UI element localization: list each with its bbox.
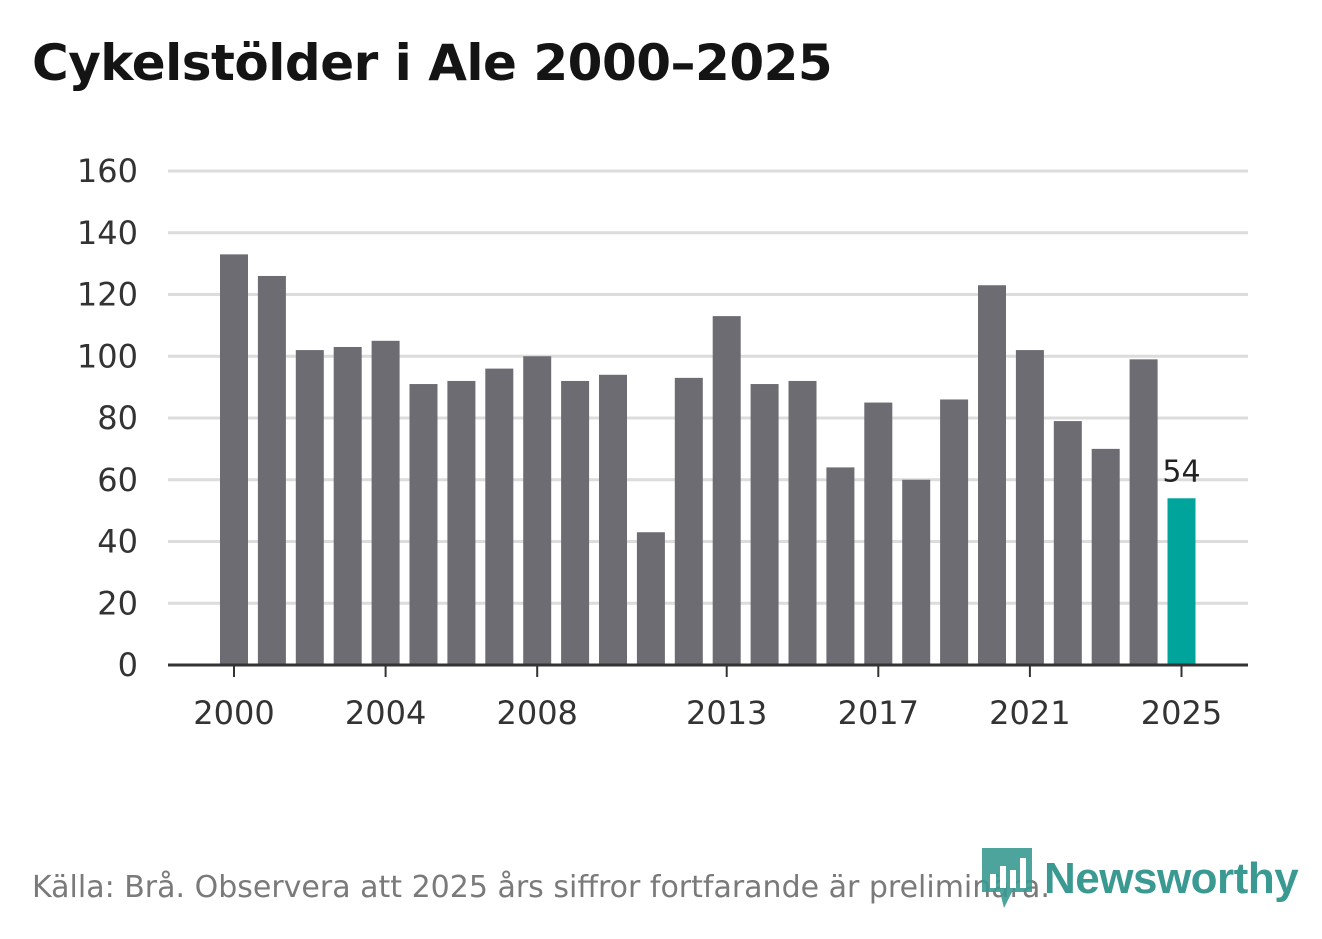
bar-2008 bbox=[523, 356, 552, 665]
bar-2009 bbox=[561, 380, 590, 665]
bar-2000 bbox=[220, 254, 248, 666]
bar-2018 bbox=[902, 479, 931, 665]
y-tick-label: 140 bbox=[77, 214, 138, 252]
bar-2016 bbox=[826, 467, 855, 665]
bar-2021 bbox=[1015, 350, 1044, 665]
x-tick-label: 2017 bbox=[838, 694, 919, 732]
bar-2022 bbox=[1053, 421, 1082, 665]
bar-2010 bbox=[599, 374, 627, 665]
bar-2020 bbox=[978, 285, 1006, 665]
bar-2023 bbox=[1091, 448, 1120, 665]
bar-2024 bbox=[1129, 359, 1158, 665]
x-axis-tick-labels: 2000 2004 2008 2013 2017 2021 2025 bbox=[193, 665, 1222, 732]
y-tick-label: 40 bbox=[97, 523, 138, 561]
x-tick-label: 2025 bbox=[1141, 694, 1222, 732]
newsworthy-logo: Newsworthy bbox=[982, 848, 1299, 910]
x-tick-label: 2008 bbox=[496, 694, 577, 732]
bar-2015 bbox=[788, 380, 817, 665]
gridlines bbox=[168, 169, 1248, 605]
bar-2003 bbox=[333, 346, 362, 665]
y-tick-label: 120 bbox=[77, 276, 138, 314]
y-tick-label: 20 bbox=[97, 584, 138, 622]
data-labels: 54 bbox=[1162, 454, 1200, 489]
bar-2012 bbox=[674, 377, 703, 665]
x-tick-label: 2004 bbox=[345, 694, 426, 732]
y-tick-label: 160 bbox=[77, 152, 138, 190]
bar-2002 bbox=[295, 350, 324, 665]
data-label-2025: 54 bbox=[1162, 454, 1200, 489]
y-tick-label: 0 bbox=[118, 646, 138, 684]
source-note: Källa: Brå. Observera att 2025 års siffr… bbox=[32, 870, 1050, 905]
bar-2025 bbox=[1167, 498, 1196, 665]
bar-2019 bbox=[940, 399, 969, 665]
newsworthy-logo-text: Newsworthy bbox=[1044, 854, 1299, 903]
x-tick-label: 2013 bbox=[686, 694, 767, 732]
x-tick-label: 2000 bbox=[193, 694, 274, 732]
y-axis-tick-labels: 0 20 40 60 80 100 120 140 160 bbox=[77, 152, 138, 684]
y-tick-label: 60 bbox=[97, 461, 138, 499]
chart-title: Cykelstölder i Ale 2000–2025 bbox=[32, 34, 833, 92]
bar-2017 bbox=[864, 402, 893, 665]
y-tick-label: 80 bbox=[97, 399, 138, 437]
bar-2004 bbox=[371, 340, 400, 665]
bar-2001 bbox=[257, 275, 286, 665]
newsworthy-logo-icon bbox=[982, 848, 1032, 908]
y-tick-label: 100 bbox=[77, 337, 138, 375]
bars bbox=[220, 254, 1196, 666]
x-tick-label: 2021 bbox=[989, 694, 1070, 732]
bar-2014 bbox=[750, 384, 779, 665]
bar-2013 bbox=[712, 316, 741, 665]
bar-2006 bbox=[447, 380, 476, 665]
bar-2011 bbox=[636, 532, 665, 665]
bar-2007 bbox=[485, 368, 514, 665]
bar-2005 bbox=[409, 384, 438, 665]
